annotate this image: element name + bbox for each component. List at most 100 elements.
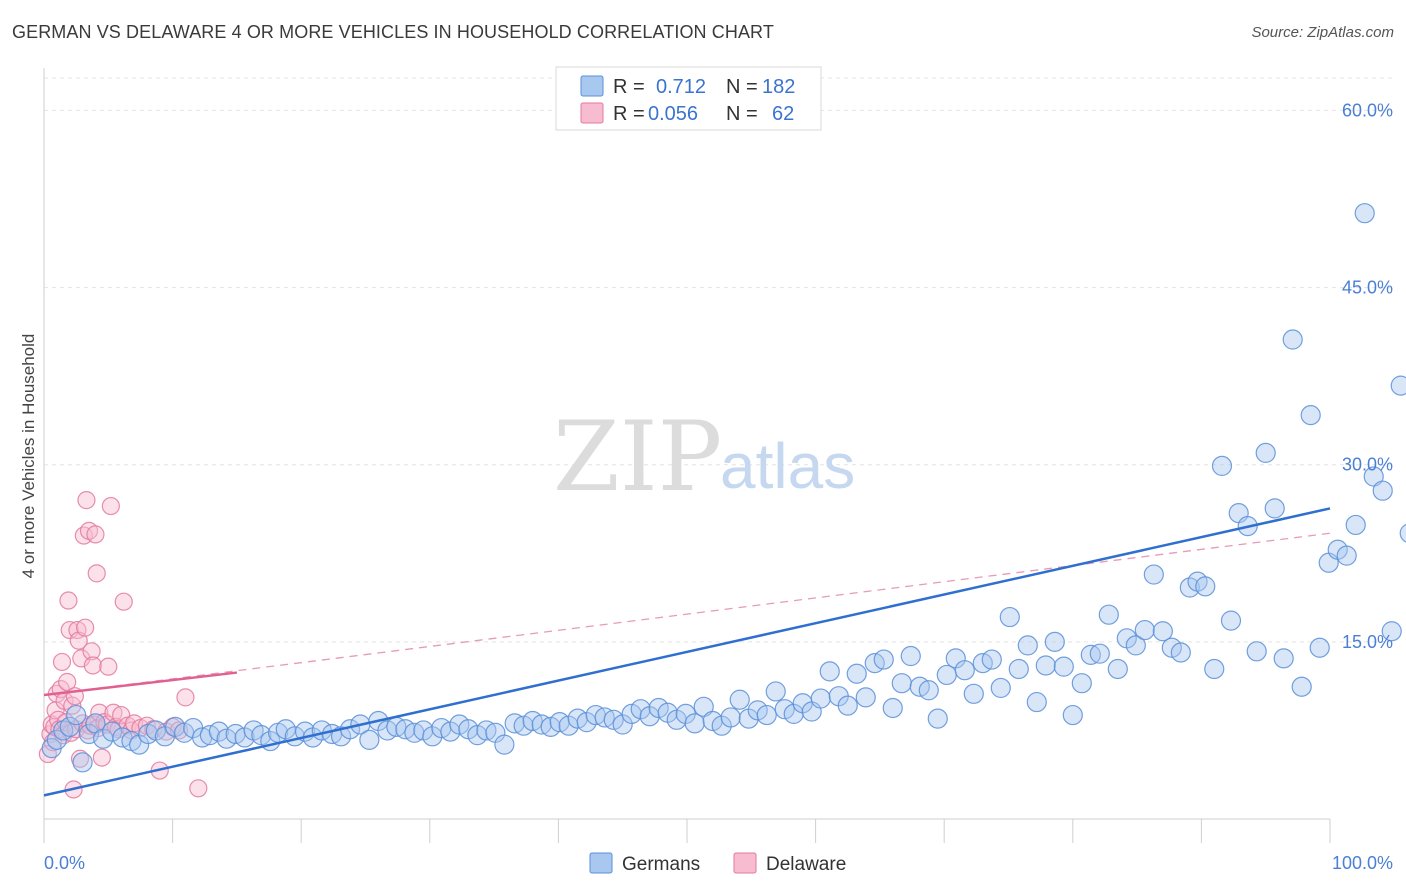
delaware-point-48: [112, 705, 131, 725]
germans-point-116: [1062, 704, 1083, 726]
delaware-point-43: [99, 657, 118, 676]
germans-point-138: [1255, 442, 1276, 464]
x-tick-label-0: 0.0%: [44, 853, 85, 873]
delaware-point-33: [82, 642, 101, 661]
germans-point-151: [1372, 480, 1393, 501]
germans-point-115: [1053, 656, 1074, 677]
bottom-legend-delaware-label: Delaware: [766, 854, 846, 875]
legend-germans-n-label: N =: [726, 76, 758, 98]
legend-germans-swatch: [580, 75, 604, 97]
germans-point-107: [981, 649, 1002, 670]
bottom-legend-delaware-swatch: [733, 852, 757, 874]
germans-point-9: [102, 721, 123, 742]
germans-point-108: [990, 677, 1011, 699]
delaware-trend-line: [43, 671, 238, 697]
delaware-point-61: [189, 779, 208, 798]
germans-point-109: [999, 606, 1020, 628]
germans-point-100: [918, 680, 939, 701]
delaware-point-34: [83, 656, 102, 675]
germans-point-132: [1204, 658, 1225, 680]
germans-point-114: [1044, 631, 1065, 652]
delaware-point-24: [70, 749, 90, 768]
delaware-point-60: [176, 688, 195, 707]
germans-point-128: [1170, 642, 1191, 663]
germans-point-89: [819, 661, 840, 682]
source-label: Source: ZipAtlas.com: [1251, 24, 1394, 41]
germans-point-88: [810, 688, 831, 709]
germans-point-74: [684, 713, 705, 734]
germans-points: [41, 203, 1406, 773]
germans-point-123: [1125, 635, 1146, 656]
germans-point-53: [494, 734, 515, 755]
legend-delaware-n-label: N =: [726, 103, 758, 125]
germans-point-2: [53, 720, 74, 741]
germans-point-147: [1336, 545, 1357, 566]
germans-point-139: [1264, 498, 1285, 519]
germans-point-120: [1098, 604, 1119, 625]
germans-point-124: [1134, 619, 1155, 641]
germans-point-125: [1143, 564, 1164, 585]
germans-point-131: [1195, 576, 1216, 597]
germans-point-95: [873, 649, 894, 670]
germans-point-21: [208, 721, 229, 742]
germans-point-84: [774, 699, 795, 720]
legend-delaware-swatch: [580, 102, 604, 124]
delaware-point-40: [92, 748, 111, 767]
germans-point-48: [449, 714, 470, 735]
delaware-point-36: [86, 525, 105, 544]
germans-point-96: [882, 697, 903, 719]
trend-lines: [43, 507, 1331, 797]
delaware-trend-extended: [43, 532, 1331, 696]
y-tick-label-0: 15.0%: [1342, 632, 1393, 652]
delaware-point-15: [59, 591, 78, 610]
germans-point-55: [513, 715, 534, 736]
germans-point-70: [648, 697, 669, 719]
y-tick-labels: 15.0% 30.0% 45.0% 60.0%: [1342, 100, 1393, 651]
watermark: ZIP atlas: [553, 401, 855, 513]
delaware-point-44: [101, 496, 120, 516]
germans-point-97: [891, 673, 912, 694]
germans-point-78: [720, 707, 741, 728]
germans-point-142: [1291, 676, 1312, 697]
germans-point-82: [756, 704, 777, 726]
germans-point-105: [963, 683, 984, 704]
germans-point-65: [603, 709, 624, 730]
germans-point-133: [1211, 455, 1233, 476]
delaware-point-0: [38, 744, 57, 764]
watermark-atlas: atlas: [720, 430, 855, 502]
germans-point-153: [1390, 375, 1406, 396]
axes: [43, 68, 1331, 843]
germans-point-112: [1026, 691, 1047, 713]
germans-point-101: [927, 708, 948, 729]
gridlines: [44, 77, 1394, 643]
germans-point-92: [846, 663, 867, 684]
x-tick-labels: 0.0% 100.0%: [44, 853, 1393, 873]
germans-point-50: [467, 725, 488, 746]
delaware-point-49: [114, 592, 133, 611]
germans-point-148: [1345, 514, 1366, 536]
germans-point-38: [359, 729, 380, 750]
x-tick-label-1: 100.0%: [1332, 853, 1393, 873]
germans-point-79: [729, 689, 750, 710]
delaware-point-25: [72, 649, 91, 668]
germans-point-121: [1107, 658, 1128, 680]
delaware-point-37: [87, 564, 106, 583]
germans-point-144: [1309, 637, 1330, 658]
bottom-legend-germans-label: Germans: [622, 854, 700, 875]
delaware-point-10: [52, 652, 72, 672]
germans-point-137: [1246, 641, 1267, 662]
delaware-point-29: [77, 491, 96, 510]
germans-point-143: [1300, 405, 1321, 426]
germans-point-117: [1071, 673, 1092, 694]
y-tick-label-1: 30.0%: [1342, 455, 1393, 475]
germans-point-75: [693, 696, 714, 717]
legend-germans-r-value: 0.712: [656, 76, 706, 98]
germans-point-152: [1381, 621, 1402, 642]
germans-point-127: [1161, 637, 1182, 658]
germans-point-111: [1017, 635, 1038, 656]
germans-point-110: [1008, 658, 1029, 680]
germans-point-134: [1220, 610, 1242, 631]
germans-point-141: [1282, 329, 1303, 350]
germans-point-22: [216, 728, 237, 749]
